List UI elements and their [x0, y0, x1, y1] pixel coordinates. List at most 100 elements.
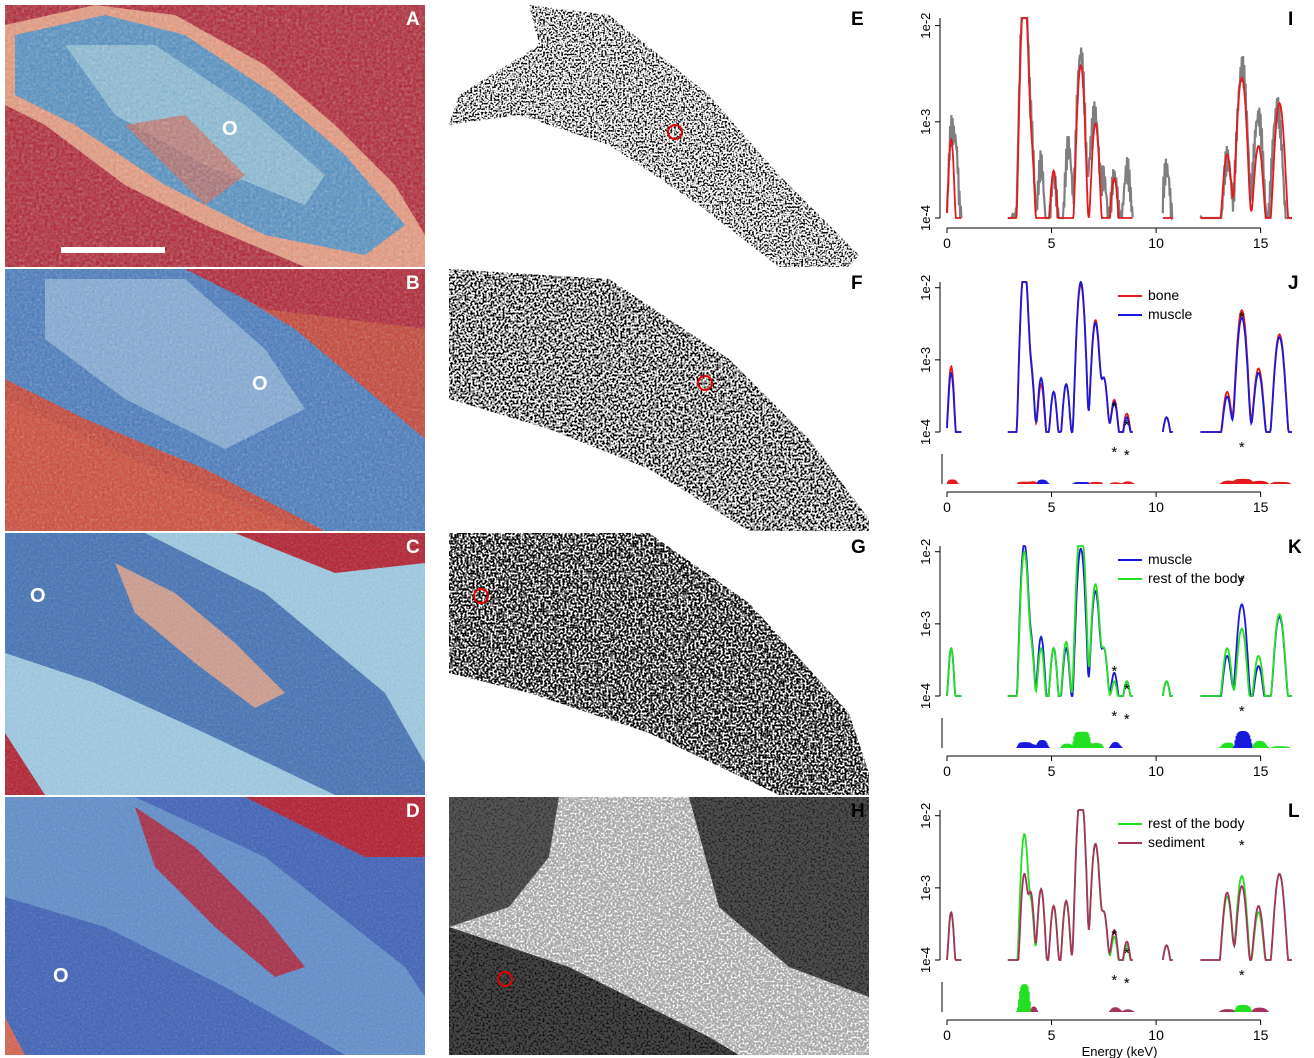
significance-asterisk: * [1124, 447, 1130, 464]
significance-asterisk: * [1124, 945, 1130, 962]
diff-bar [1034, 482, 1038, 484]
series-line-fit [946, 17, 1292, 219]
x-tick-label: 0 [943, 235, 951, 251]
y-tick-label: 1e-3 [918, 611, 933, 637]
mask-h: H [449, 797, 869, 1055]
significance-asterisk: * [1239, 439, 1245, 456]
mask-f-image [449, 269, 869, 531]
panel-label-i: I [1288, 9, 1294, 30]
x-tick-label: 15 [1253, 1027, 1269, 1043]
diff-bar [1120, 747, 1123, 748]
panel-label-l: L [1288, 801, 1300, 822]
spectra-charts: 1e-4 1e-3 1e-2 0 5 10 15 1e-4 1e-3 1e-2 0 5 10 15 bon… [918, 13, 1292, 1058]
panel-label-d: D [406, 801, 420, 822]
x-tick-label: 5 [1048, 763, 1056, 779]
diff-bar [1046, 482, 1049, 484]
diff-bar [1250, 1010, 1253, 1012]
x-tick-label: 10 [1148, 1027, 1164, 1043]
significance-asterisk: * [1239, 703, 1245, 720]
x-tick-label: 15 [1253, 235, 1269, 251]
marker-h [497, 971, 513, 987]
diff-bar [1287, 747, 1291, 748]
y-tick-label: 1e-3 [918, 347, 933, 373]
significance-asterisk: * [1239, 837, 1245, 854]
marker-c: O [30, 585, 46, 607]
x-tick-label: 15 [1253, 763, 1269, 779]
panel-label-k: K [1288, 537, 1302, 558]
map-b-image [5, 269, 425, 531]
map-d-image [5, 797, 425, 1055]
y-tick-label: 1e-4 [918, 683, 933, 709]
diff-bar [956, 483, 959, 484]
diff-bar [1266, 747, 1270, 748]
map-d: D O [5, 797, 425, 1055]
diff-bar [1087, 482, 1090, 484]
significance-asterisk: * [1111, 927, 1117, 944]
significance-asterisk: * [1111, 708, 1117, 725]
mask-g-image [449, 533, 869, 795]
legend-label: muscle [1148, 551, 1193, 567]
significance-asterisk: * [1111, 663, 1117, 680]
mask-e-image [449, 5, 869, 267]
diff-bar [1288, 483, 1292, 484]
series-line-muscle [946, 545, 1292, 697]
marker-g [473, 588, 489, 604]
y-tick-label: 1e-3 [918, 109, 933, 135]
y-tick-label: 1e-2 [918, 13, 933, 39]
panel-label-a: A [406, 9, 420, 30]
series-line-muscle [946, 280, 1292, 434]
panel-label-e: E [851, 9, 864, 30]
y-tick-label: 1e-4 [918, 947, 933, 973]
diff-bar [1034, 1008, 1038, 1012]
diff-bar [1132, 483, 1135, 484]
significance-asterisk: * [1124, 681, 1130, 698]
panel-label-j: J [1288, 273, 1299, 294]
legend-label: rest of the body [1148, 815, 1245, 831]
x-tick-label: 0 [943, 763, 951, 779]
diff-bar [1047, 483, 1050, 484]
significance-asterisk: * [1239, 967, 1245, 984]
panel-label-h: H [851, 801, 865, 822]
legend-label: muscle [1148, 306, 1193, 322]
diff-bar [955, 481, 958, 484]
significance-asterisk: * [1111, 972, 1117, 989]
series-line-raw [945, 16, 1292, 221]
mask-f: F [449, 269, 869, 531]
x-tick-label: 5 [1048, 499, 1056, 515]
chart-j: 1e-4 1e-3 1e-2 0 5 10 15 bone muscle * * * * * * [918, 275, 1292, 515]
series-line-rest-of-the-body [946, 545, 1292, 697]
y-tick-label: 1e-4 [918, 205, 933, 231]
x-tick-label: 10 [1148, 763, 1164, 779]
diff-bar [1232, 1010, 1235, 1012]
y-tick-label: 1e-2 [918, 803, 933, 829]
marker-e [667, 124, 683, 140]
series-line-rest-of-the-body [946, 809, 1292, 961]
diff-bar [1100, 745, 1103, 748]
diff-bar [1249, 1008, 1252, 1012]
y-tick-label: 1e-3 [918, 875, 933, 901]
x-tick-label: 5 [1048, 1027, 1056, 1043]
map-b: B O [5, 269, 425, 531]
significance-asterisk: * [1124, 975, 1130, 992]
panel-label-c: C [406, 537, 420, 558]
x-tick-label: 10 [1148, 499, 1164, 515]
chart-l: 1e-4 1e-3 1e-2 0 5 10 15 Energy (keV) rest of th… [918, 803, 1292, 1058]
x-tick-label: 0 [943, 1027, 951, 1043]
diff-bar [1047, 746, 1050, 748]
significance-asterisk: * [1111, 399, 1117, 416]
marker-f [697, 375, 713, 391]
diff-bar [1100, 482, 1103, 484]
diff-bar [1101, 746, 1104, 748]
x-axis-label: Energy (keV) [1082, 1044, 1158, 1058]
map-c-image [5, 533, 425, 795]
diff-bar [1266, 1011, 1270, 1012]
significance-asterisk: * [1124, 711, 1130, 728]
diff-bar [1132, 1011, 1135, 1012]
map-a: A O [5, 5, 425, 267]
marker-a: O [222, 118, 238, 140]
diff-bar [1046, 744, 1049, 748]
legend-label: sediment [1148, 834, 1205, 850]
diff-bar [1265, 746, 1269, 748]
diff-bar [1035, 1010, 1039, 1012]
y-tick-label: 1e-2 [918, 539, 933, 565]
